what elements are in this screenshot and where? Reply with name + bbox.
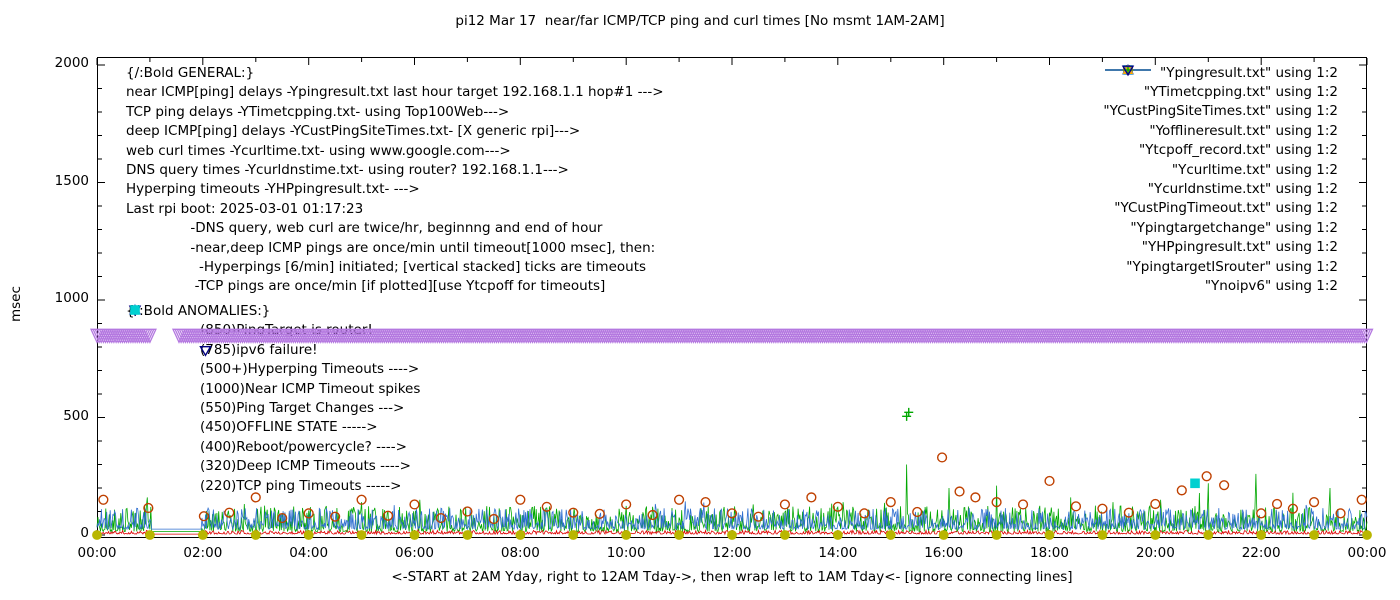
general-annotations: {/:Bold GENERAL:} near ICMP[ping] delays … bbox=[126, 64, 664, 297]
y-tick-label: 1500 bbox=[54, 172, 89, 189]
x-tick-label: 00:00 bbox=[77, 545, 117, 561]
legend-entry: "Ycurldnstime.txt" using 1:2 bbox=[1103, 65, 1338, 198]
square-filled-icon bbox=[130, 305, 140, 315]
x-tick-label: 20:00 bbox=[1135, 545, 1175, 561]
annotation-line: TCP ping delays -YTimetcpping.txt- using… bbox=[126, 103, 510, 120]
y-axis-label: msec bbox=[8, 286, 24, 322]
annotation-line: -Hyperpings [6/min] initiated; [vertical… bbox=[126, 259, 647, 276]
annotation-line: deep ICMP[ping] delays -YCustPingSiteTim… bbox=[126, 123, 581, 140]
legend-entry: "YpingtargetISrouter" using 1:2 bbox=[1103, 65, 1338, 276]
anomaly-label: (1000)Near ICMP Timeout spikes bbox=[200, 380, 421, 397]
anomaly-annotations: {/:Bold ANOMALIES:} (850)PingTarget is r… bbox=[126, 302, 420, 496]
x-tick-label: 02:00 bbox=[183, 545, 223, 561]
anomaly-label: (400)Reboot/powercycle? ----> bbox=[200, 438, 407, 455]
anomaly-item: (400)Reboot/powercycle? ----> bbox=[126, 438, 420, 457]
anomaly-label: (450)OFFLINE STATE -----> bbox=[200, 419, 378, 436]
annotation-line: DNS query times -Ycurldnstime.txt- using… bbox=[126, 162, 569, 179]
legend-label: "YTimetcpping.txt" using 1:2 bbox=[1143, 84, 1338, 101]
anomaly-label: (550)Ping Target Changes ---> bbox=[200, 399, 405, 416]
y-tick-label: 1000 bbox=[54, 290, 89, 306]
x-tick-label: 14:00 bbox=[818, 545, 858, 561]
anomaly-label: (500+)Hyperping Timeouts ----> bbox=[200, 361, 420, 378]
x-tick-label: 06:00 bbox=[395, 545, 434, 561]
x-tick-label: 08:00 bbox=[500, 545, 540, 561]
annotation-line: Hyperping timeouts -YHPpingresult.txt- -… bbox=[126, 181, 420, 198]
legend-entry: "Ypingtargetchange" using 1:2 bbox=[1103, 65, 1338, 237]
triangle-down-open-icon bbox=[1122, 65, 1135, 77]
x-tick-label: 10:00 bbox=[606, 545, 646, 561]
anomaly-item: (450)OFFLINE STATE -----> bbox=[126, 305, 420, 437]
anomaly-item: (850)PingTarget is router! bbox=[126, 305, 420, 340]
legend-entry: "YTimetcpping.txt" using 1:2 bbox=[1103, 69, 1338, 101]
legend-entry: "Ynoipv6" using 1:2 bbox=[1103, 65, 1338, 295]
annotation-line: -near,deep ICMP pings are once/min until… bbox=[126, 239, 656, 256]
annotation-line: near ICMP[ping] delays -Ypingresult.txt … bbox=[126, 84, 664, 101]
annotation-line: Last rpi boot: 2025-03-01 01:17:23 bbox=[126, 200, 364, 217]
legend-label: "Ycurltime.txt" using 1:2 bbox=[1171, 161, 1338, 178]
y-tick-label: 0 bbox=[80, 525, 89, 541]
chart-title: pi12 Mar 17 near/far ICMP/TCP ping and c… bbox=[455, 13, 945, 29]
legend-label: "Ytcpoff_record.txt" using 1:2 bbox=[1138, 142, 1338, 159]
annotation-line: -DNS query, web curl are twice/hr, begin… bbox=[126, 220, 603, 237]
anomaly-label: (320)Deep ICMP Timeouts ----> bbox=[200, 458, 411, 475]
anomalies-header: {/:Bold ANOMALIES:} bbox=[126, 303, 271, 319]
legend-label: "YpingtargetISrouter" using 1:2 bbox=[1126, 258, 1338, 275]
anomaly-item: (220)TCP ping Timeouts -----> bbox=[126, 305, 420, 496]
plot-area: {/:Bold GENERAL:} near ICMP[ping] delays … bbox=[89, 57, 1374, 540]
anomaly-item: (1000)Near ICMP Timeout spikes bbox=[126, 380, 420, 399]
anomaly-item: (500+)Hyperping Timeouts ----> bbox=[126, 305, 420, 379]
y-tick-label: 2000 bbox=[54, 55, 89, 71]
anomaly-item: (320)Deep ICMP Timeouts ----> bbox=[126, 303, 420, 476]
x-tick-label: 00:00 bbox=[1347, 545, 1387, 561]
x-tick-label: 16:00 bbox=[924, 545, 964, 561]
legend-label: "YHPpingresult.txt" using 1:2 bbox=[1141, 239, 1338, 256]
legend-label: "Ypingresult.txt" using 1:2 bbox=[1160, 64, 1338, 81]
legend-entry: "YCustPingTimeout.txt" using 1:2 bbox=[1103, 63, 1338, 218]
anomaly-label: (850)PingTarget is router! bbox=[200, 322, 373, 339]
x-tick-label: 18:00 bbox=[1030, 545, 1069, 561]
annotation-line: {/:Bold GENERAL:} bbox=[126, 65, 255, 81]
x-tick-label: 22:00 bbox=[1241, 545, 1281, 561]
legend-label: "YCustPingSiteTimes.txt" using 1:2 bbox=[1103, 103, 1338, 120]
x-axis-label: <-START at 2AM Yday, right to 12AM Tday-… bbox=[391, 569, 1073, 585]
y-tick-label: 500 bbox=[63, 407, 89, 424]
anomaly-label: (785)ipv6 failure! bbox=[200, 341, 318, 358]
legend-label: "Ypingtargetchange" using 1:2 bbox=[1130, 219, 1338, 236]
legend-entry: "YHPpingresult.txt" using 1:2 bbox=[1103, 65, 1338, 257]
legend-label: "Yofflineresult.txt" using 1:2 bbox=[1149, 122, 1338, 139]
legend-label: "YCustPingTimeout.txt" using 1:2 bbox=[1114, 200, 1338, 217]
anomaly-label: (220)TCP ping Timeouts -----> bbox=[200, 477, 402, 494]
legend-entry: "YCustPingSiteTimes.txt" using 1:2 bbox=[1103, 69, 1338, 121]
legend-entry: "Ytcpoff_record.txt" using 1:2 bbox=[1103, 65, 1338, 160]
x-tick-label: 12:00 bbox=[712, 545, 752, 561]
annotation-line: -TCP pings are once/min [if plotted][use… bbox=[126, 278, 606, 295]
legend-entry: "Ycurltime.txt" using 1:2 bbox=[1103, 64, 1338, 179]
annotation-line: web curl times -Ycurltime.txt- using www… bbox=[126, 142, 511, 159]
legend-label: "Ycurldnstime.txt" using 1:2 bbox=[1147, 181, 1338, 198]
legend: "Ypingresult.txt" using 1:2 "YTimetcpping… bbox=[1103, 63, 1338, 296]
x-tick-label: 04:00 bbox=[289, 545, 329, 561]
anomaly-item: (785)ipv6 failure! bbox=[126, 305, 420, 360]
anomaly-item: (550)Ping Target Changes ---> bbox=[126, 305, 420, 418]
legend-label: "Ynoipv6" using 1:2 bbox=[1204, 277, 1338, 294]
legend-entry: "Yofflineresult.txt" using 1:2 bbox=[1103, 65, 1338, 140]
